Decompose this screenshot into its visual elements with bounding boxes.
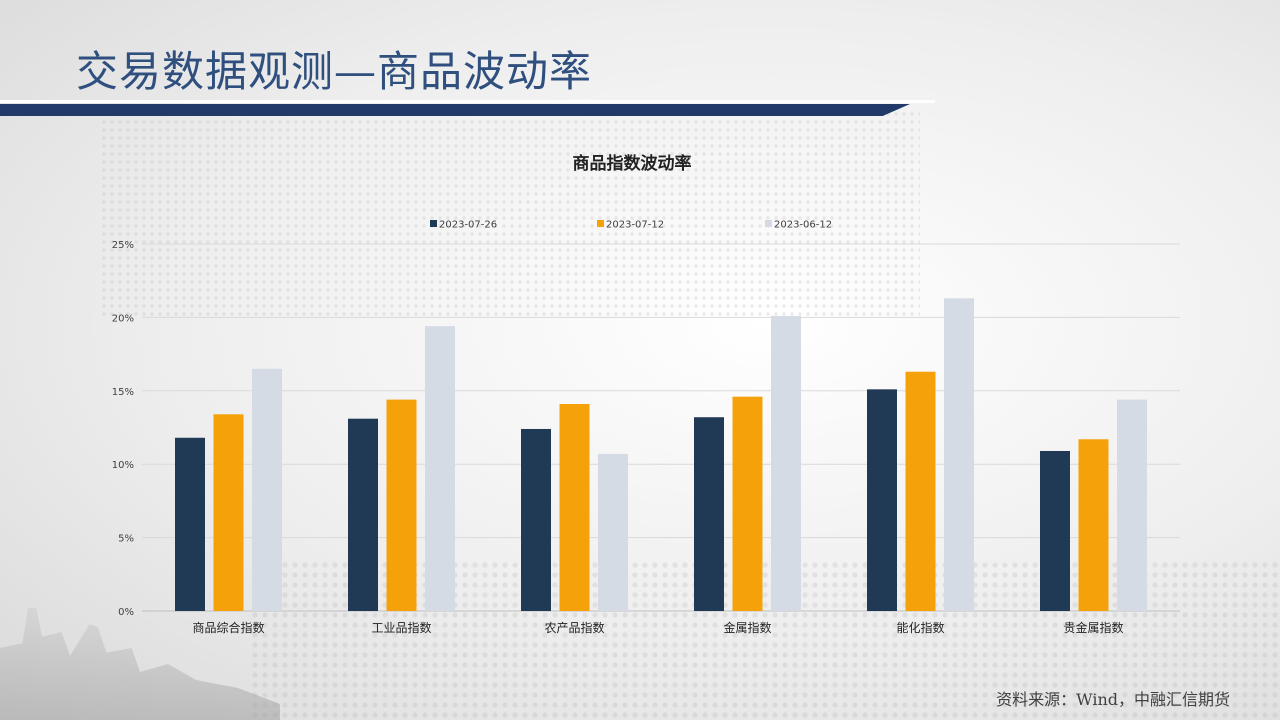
bar (425, 326, 455, 611)
y-tick-label: 0% (118, 607, 134, 618)
bar (1117, 399, 1147, 611)
x-tick-label: 工业品指数 (371, 620, 431, 635)
bar (694, 417, 724, 611)
x-tick-label: 商品综合指数 (192, 620, 264, 635)
y-tick-label: 10% (112, 460, 134, 471)
bar (386, 399, 417, 611)
legend-swatch (765, 220, 772, 227)
slide-title: 交易数据观测—商品波动率 (76, 47, 593, 96)
y-tick-label: 15% (112, 387, 134, 398)
source-note: 资料来源：Wind，中融汇信期货 (996, 690, 1230, 709)
bar (905, 371, 936, 611)
bar (1078, 439, 1109, 611)
world-map-dots-decoration (100, 110, 920, 320)
chart-gridlines (142, 243, 1180, 612)
bar (252, 368, 282, 611)
chart-bars (175, 298, 1147, 611)
bar (559, 404, 590, 611)
legend-swatch (597, 220, 604, 227)
y-tick-label: 25% (112, 240, 134, 251)
bar (598, 453, 628, 611)
title-underline-bar (0, 104, 910, 116)
bar (175, 437, 205, 611)
bar (771, 315, 801, 611)
bar (867, 389, 897, 611)
legend-label: 2023-07-26 (439, 220, 497, 231)
bar (1040, 450, 1070, 611)
x-tick-label: 农产品指数 (544, 620, 604, 635)
bar (213, 414, 244, 611)
x-axis-ticks: 商品综合指数 工业品指数 农产品指数 金属指数 能化指数 贵金属指数 (192, 620, 1123, 635)
y-tick-label: 5% (118, 534, 134, 545)
bar (348, 418, 378, 611)
chart-title: 商品指数波动率 (573, 153, 692, 174)
bar (521, 428, 551, 611)
legend-label: 2023-07-12 (606, 220, 664, 231)
title-underline-highlight (0, 100, 935, 103)
legend-label: 2023-06-12 (774, 220, 832, 231)
legend-swatch (430, 220, 437, 227)
chart-legend: 2023-07-26 2023-07-12 2023-06-12 (430, 220, 832, 231)
x-tick-label: 贵金属指数 (1063, 620, 1123, 635)
bar (944, 298, 974, 611)
y-axis-ticks: 0% 5% 10% 15% 20% 25% (112, 240, 134, 618)
y-tick-label: 20% (112, 313, 134, 324)
bar (732, 396, 763, 611)
x-tick-label: 能化指数 (896, 620, 944, 635)
x-tick-label: 金属指数 (723, 620, 771, 635)
